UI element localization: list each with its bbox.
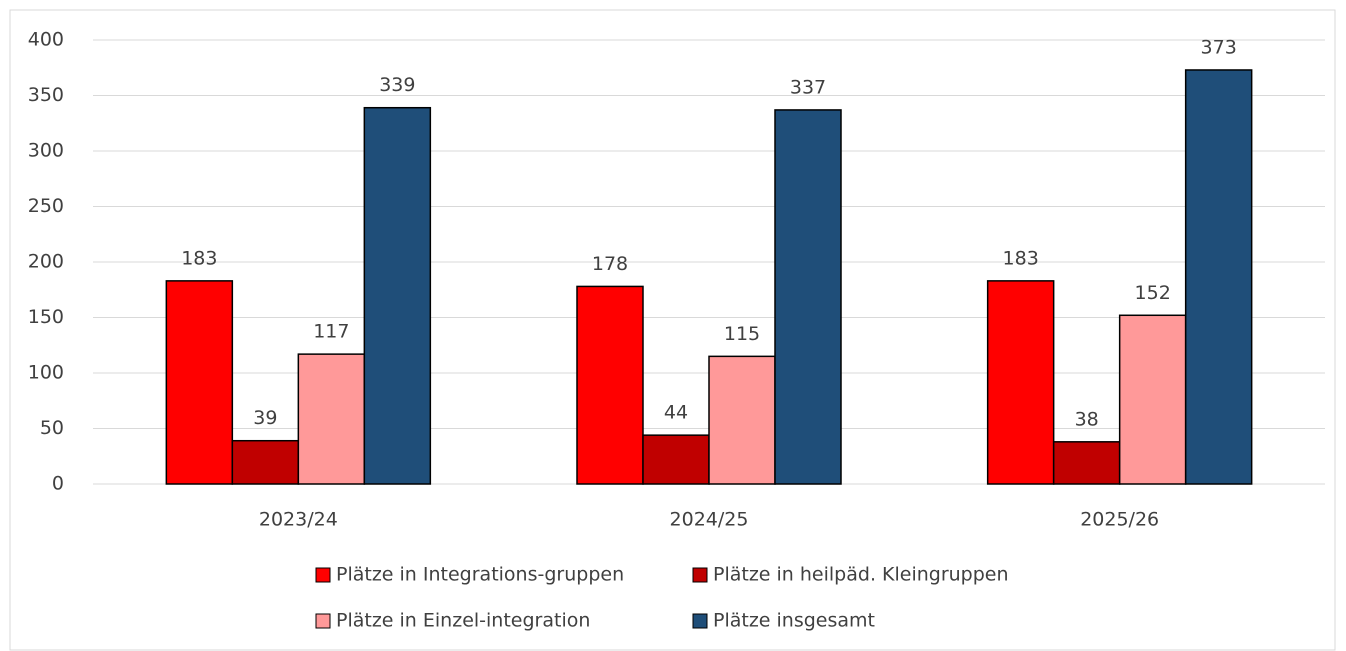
data-label: 117 — [313, 321, 349, 343]
bar — [986, 280, 1055, 485]
data-label: 337 — [790, 76, 826, 98]
legend-label: Plätze in heilpäd. Kleingruppen — [713, 564, 1009, 586]
bar — [165, 280, 234, 485]
data-label: 38 — [1075, 408, 1099, 430]
legend-swatch — [692, 567, 708, 583]
bar — [297, 353, 366, 485]
y-tick-label: 350 — [28, 84, 64, 106]
y-tick-label: 400 — [28, 29, 64, 51]
data-label: 115 — [724, 323, 760, 345]
data-label: 44 — [664, 402, 688, 424]
bar — [363, 106, 432, 485]
bar — [708, 355, 776, 485]
y-tick-label: 250 — [28, 195, 64, 217]
bar — [231, 439, 300, 485]
legend-label: Plätze in Einzel-integration — [336, 610, 590, 632]
data-label: 183 — [1003, 247, 1039, 269]
x-tick-label: 2025/26 — [1080, 509, 1159, 531]
legend-label: Plätze in Integrations-gruppen — [336, 564, 624, 586]
bar — [1184, 69, 1253, 485]
y-tick-label: 0 — [52, 473, 64, 495]
y-tick-label: 150 — [28, 306, 64, 328]
data-label: 373 — [1201, 36, 1237, 58]
legend-swatch — [315, 613, 331, 629]
y-tick-label: 200 — [28, 251, 64, 273]
data-label: 152 — [1135, 282, 1171, 304]
legend-swatch — [692, 613, 708, 629]
bar — [1118, 314, 1187, 485]
data-label: 39 — [253, 407, 277, 429]
x-tick-label: 2023/24 — [259, 509, 338, 531]
bar — [576, 285, 644, 485]
y-tick-label: 100 — [28, 362, 64, 384]
legend-label: Plätze insgesamt — [713, 610, 875, 632]
data-label: 339 — [379, 74, 415, 96]
bar — [1052, 441, 1121, 485]
bar — [774, 109, 842, 485]
x-tick-label: 2024/25 — [670, 509, 749, 531]
y-tick-label: 50 — [40, 417, 64, 439]
bar — [642, 434, 710, 485]
legend-swatch — [315, 567, 331, 583]
data-label: 183 — [181, 247, 217, 269]
data-label: 178 — [592, 253, 628, 275]
y-tick-label: 300 — [28, 140, 64, 162]
